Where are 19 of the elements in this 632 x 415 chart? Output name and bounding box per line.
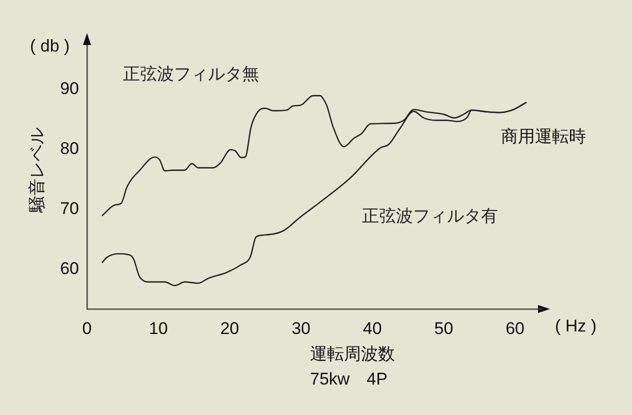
series-label: 正弦波フィルタ無	[123, 64, 259, 84]
y-axis-title: 騒音レベル	[28, 128, 47, 214]
x-tick-label: 20	[220, 318, 240, 338]
x-axis-title: 運転周波数	[310, 344, 395, 364]
annotation: 商用運転時	[500, 127, 586, 146]
text: ( db )	[30, 36, 70, 56]
x-tick-label: 0	[82, 318, 92, 338]
text: ( Hz )	[555, 316, 597, 336]
y-tick-label: 60	[60, 259, 79, 278]
x-tick-label: 10	[148, 318, 168, 338]
y-tick-label: 90	[60, 78, 79, 98]
x-tick-label: 60	[506, 318, 524, 338]
x-tick-label: 30	[292, 318, 310, 338]
series-label: 正弦波フィルタ有	[362, 206, 498, 226]
x-tick-label: 50	[434, 318, 454, 338]
y-tick-label: 70	[60, 198, 79, 218]
x-tick-label: 40	[362, 318, 382, 338]
text: 75kw 4P	[310, 370, 388, 389]
y-tick-label: 80	[60, 138, 79, 158]
